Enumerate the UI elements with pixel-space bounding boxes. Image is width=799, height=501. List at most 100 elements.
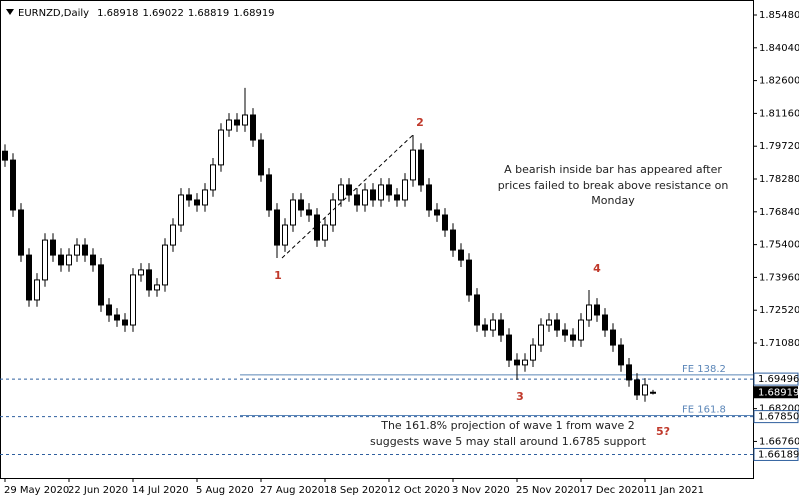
fe-label: FE 138.2 bbox=[682, 364, 726, 375]
candle-body bbox=[546, 319, 552, 326]
candle bbox=[250, 108, 256, 147]
candle bbox=[242, 87, 248, 132]
candle bbox=[82, 238, 88, 262]
symbol: EURNZD,Daily bbox=[18, 8, 89, 19]
candle-body bbox=[402, 179, 408, 201]
y-tick-label: 1.71080 bbox=[759, 338, 799, 349]
price-label: 1.68919 bbox=[758, 387, 799, 398]
candle bbox=[586, 289, 592, 327]
candle-body bbox=[410, 149, 416, 181]
candle-body bbox=[394, 194, 400, 201]
plot-frame bbox=[0, 0, 754, 479]
candle bbox=[34, 273, 40, 307]
candle-body bbox=[578, 319, 584, 341]
candle bbox=[274, 203, 280, 259]
candle bbox=[578, 313, 584, 347]
level-box bbox=[753, 447, 799, 461]
candle-body bbox=[258, 139, 264, 176]
candle-body bbox=[330, 199, 336, 226]
candle bbox=[354, 188, 360, 212]
candle bbox=[562, 323, 568, 342]
candle bbox=[26, 248, 32, 307]
candle bbox=[386, 178, 392, 202]
y-tick-label: 1.73960 bbox=[759, 272, 799, 283]
candle bbox=[482, 318, 488, 337]
candle-body bbox=[162, 244, 168, 286]
candle-body bbox=[218, 129, 224, 166]
x-tick-label: 18 Sep 2020 bbox=[324, 485, 387, 496]
candle bbox=[186, 188, 192, 207]
candle bbox=[498, 313, 504, 342]
wave-label: 1 bbox=[274, 269, 282, 282]
candle-body bbox=[98, 264, 104, 306]
y-tick-label: 1.82600 bbox=[759, 76, 799, 87]
candle-body bbox=[122, 319, 128, 326]
open: 1.68918 bbox=[97, 8, 138, 19]
candle-body bbox=[530, 344, 536, 361]
candle bbox=[410, 135, 416, 187]
candle-body bbox=[282, 224, 288, 246]
candle bbox=[450, 223, 456, 257]
candle-body bbox=[314, 214, 320, 241]
candle bbox=[322, 218, 328, 247]
candle-body bbox=[74, 244, 80, 256]
candle bbox=[170, 218, 176, 252]
candle-body bbox=[538, 324, 544, 346]
close: 1.68919 bbox=[233, 8, 274, 19]
candle bbox=[218, 123, 224, 172]
candle-body bbox=[66, 254, 72, 266]
note: The 161.8% projection of wave 1 from wav… bbox=[380, 419, 635, 432]
x-tick-label: 3 Nov 2020 bbox=[452, 485, 510, 496]
x-tick-label: 29 May 2020 bbox=[4, 485, 69, 496]
y-tick-label: 1.76840 bbox=[759, 207, 799, 218]
x-tick-label: 27 Aug 2020 bbox=[260, 485, 324, 496]
candle bbox=[298, 193, 304, 217]
candle-body bbox=[594, 304, 600, 316]
candle bbox=[10, 153, 16, 217]
candle bbox=[266, 168, 272, 217]
wave-label: 5? bbox=[656, 425, 670, 438]
candle bbox=[114, 308, 120, 327]
candle bbox=[466, 253, 472, 302]
candle bbox=[306, 203, 312, 222]
level-label: 1.67850 bbox=[758, 412, 799, 423]
candle bbox=[162, 238, 168, 292]
candle-body bbox=[290, 199, 296, 226]
x-tick-label: 12 Oct 2020 bbox=[388, 485, 450, 496]
y-tick-label: 1.66760 bbox=[759, 436, 799, 447]
candle-body bbox=[42, 239, 48, 281]
candle bbox=[634, 373, 640, 400]
candle-body bbox=[474, 294, 480, 326]
candle-body bbox=[58, 254, 64, 266]
candle bbox=[650, 389, 656, 395]
candle-body bbox=[146, 269, 152, 291]
candle-body bbox=[106, 304, 112, 316]
candle bbox=[338, 178, 344, 207]
candle bbox=[258, 133, 264, 182]
candle-body bbox=[642, 384, 648, 396]
high: 1.69022 bbox=[142, 8, 183, 19]
candle bbox=[370, 183, 376, 207]
candle-body bbox=[210, 164, 216, 191]
menu-arrow bbox=[6, 9, 14, 15]
candle bbox=[442, 208, 448, 237]
candle-body bbox=[498, 319, 504, 336]
candle-body bbox=[138, 269, 144, 276]
wave-line bbox=[281, 133, 415, 259]
candle bbox=[90, 248, 96, 272]
y-tick-label: 1.72520 bbox=[759, 305, 799, 316]
x-tick-label: 5 Aug 2020 bbox=[196, 485, 254, 496]
candle-body bbox=[634, 379, 640, 396]
candle bbox=[394, 188, 400, 207]
candle bbox=[138, 263, 144, 282]
candle bbox=[506, 328, 512, 367]
candle-body bbox=[170, 224, 176, 246]
candle-body bbox=[322, 224, 328, 241]
candle-body bbox=[186, 194, 192, 201]
candle bbox=[538, 318, 544, 352]
candle-body bbox=[466, 259, 472, 296]
candle bbox=[418, 143, 424, 192]
candle bbox=[618, 338, 624, 372]
candle bbox=[362, 183, 368, 212]
candle-body bbox=[242, 114, 248, 126]
